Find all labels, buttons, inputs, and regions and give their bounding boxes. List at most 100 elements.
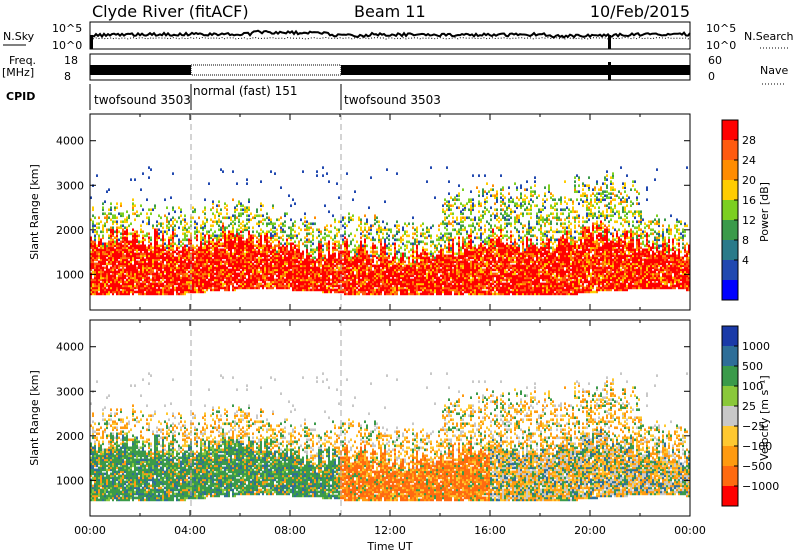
range-gate-cell (176, 257, 178, 260)
range-gate-cell (150, 283, 152, 286)
range-gate-cell (228, 224, 230, 227)
range-gate-cell (308, 277, 310, 280)
range-gate-cell (142, 234, 144, 237)
range-gate-cell (112, 226, 114, 229)
range-gate-cell (194, 257, 196, 260)
range-gate-cell (420, 253, 422, 256)
range-gate-cell (300, 239, 302, 242)
range-gate-cell (96, 226, 98, 229)
range-gate-cell (226, 267, 228, 270)
range-gate-cell (398, 273, 400, 276)
range-gate-cell (334, 265, 336, 268)
range-gate-cell (292, 247, 294, 250)
range-gate-cell (358, 216, 360, 219)
range-gate-cell (414, 251, 416, 254)
range-gate-cell (430, 226, 432, 229)
range-gate-cell (408, 293, 410, 296)
range-gate-cell (220, 239, 222, 242)
range-gate-cell (292, 234, 294, 237)
range-gate-cell (126, 279, 128, 282)
range-gate-cell (390, 253, 392, 256)
range-gate-cell (106, 243, 108, 246)
range-gate-cell (152, 247, 154, 250)
range-gate-cell (182, 261, 184, 264)
range-gate-cell (124, 218, 126, 221)
range-gate-cell (202, 243, 204, 246)
range-gate-cell (124, 226, 126, 229)
range-gate-cell (238, 273, 240, 276)
range-gate-cell (408, 241, 410, 244)
range-gate-cell (350, 251, 352, 254)
range-gate-cell (310, 267, 312, 270)
range-gate-cell (180, 241, 182, 244)
range-gate-cell (346, 224, 348, 227)
range-gate-cell (124, 269, 126, 272)
range-gate-cell (172, 216, 174, 219)
range-gate-cell (320, 230, 322, 233)
range-gate-cell (134, 285, 136, 288)
range-gate-cell (262, 204, 264, 207)
range-gate-cell (138, 261, 140, 264)
range-gate-cell (378, 220, 380, 223)
range-gate-cell (192, 206, 194, 209)
range-gate-cell (268, 222, 270, 225)
range-gate-cell (230, 222, 232, 225)
range-gate-cell (358, 224, 360, 227)
range-gate-cell (354, 249, 356, 252)
range-gate-cell (240, 222, 242, 225)
range-gate-cell (214, 214, 216, 217)
range-gate-cell (398, 249, 400, 252)
range-gate-cell (114, 206, 116, 209)
range-gate-cell (274, 230, 276, 233)
range-gate-cell (180, 245, 182, 248)
range-gate-cell (280, 226, 282, 229)
range-gate-cell (212, 212, 214, 215)
range-gate-cell (110, 218, 112, 221)
range-gate-cell (406, 234, 408, 237)
range-gate-cell (342, 259, 344, 262)
range-gate-cell (288, 243, 290, 246)
range-gate-cell (270, 232, 272, 235)
range-gate-cell (278, 218, 280, 221)
range-gate-cell (102, 202, 104, 205)
range-gate-cell (324, 226, 326, 229)
range-gate-cell (174, 243, 176, 246)
range-gate-cell (330, 237, 332, 240)
range-gate-cell (164, 275, 166, 278)
range-gate-cell (426, 273, 428, 276)
range-gate-cell (340, 220, 342, 223)
range-gate-cell (336, 232, 338, 235)
range-gate-cell (256, 245, 258, 248)
range-gate-cell (220, 249, 222, 252)
range-gate-cell (336, 289, 338, 292)
range-gate-cell (268, 263, 270, 266)
range-gate-cell (108, 285, 110, 288)
range-gate-cell (282, 228, 284, 231)
range-gate-cell (382, 232, 384, 235)
range-gate-cell (416, 269, 418, 272)
range-gate-cell (146, 263, 148, 266)
range-gate-cell (376, 261, 378, 264)
range-gate-cell (432, 253, 434, 256)
range-gate-cell (306, 220, 308, 223)
range-gate-cell (398, 239, 400, 242)
range-gate-cell (164, 214, 166, 217)
range-gate-cell (102, 206, 104, 209)
range-gate-cell (364, 226, 366, 229)
range-gate-cell (354, 245, 356, 248)
range-gate-cell (148, 216, 150, 219)
freq-label-2: [MHz] (2, 66, 34, 79)
range-gate-cell (144, 293, 146, 296)
range-gate-cell (366, 218, 368, 221)
range-gate-cell (168, 212, 170, 215)
range-gate-cell (132, 202, 134, 205)
range-gate-cell (120, 269, 122, 272)
range-gate-cell (232, 253, 234, 256)
range-gate-cell (236, 243, 238, 246)
range-gate-cell (380, 226, 382, 229)
range-gate-cell (178, 265, 180, 268)
range-gate-cell (278, 224, 280, 227)
nave-tick-low: 0 (708, 70, 715, 83)
range-gate-cell (142, 230, 144, 233)
range-gate-cell (220, 226, 222, 229)
